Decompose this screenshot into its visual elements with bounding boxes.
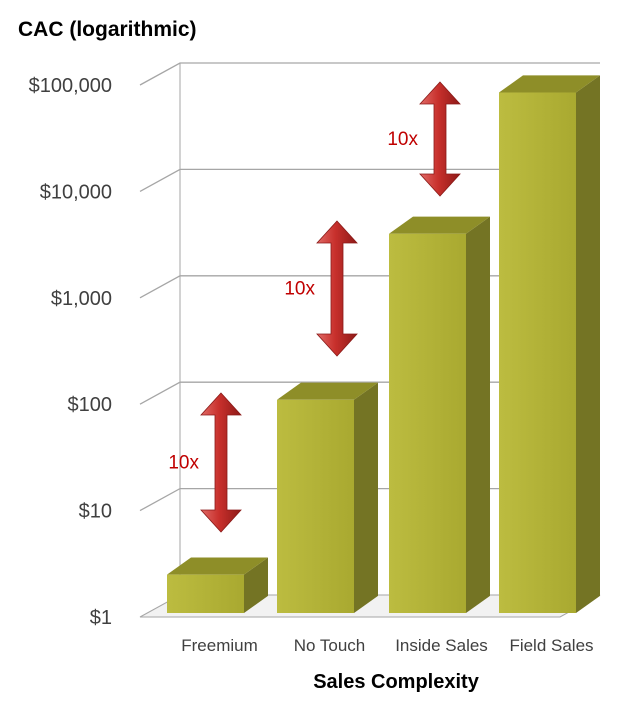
y-tick-label: $100,000 — [29, 75, 112, 97]
y-tick-label: $100 — [68, 394, 113, 416]
double-arrow — [316, 220, 358, 357]
bar-front — [499, 92, 576, 613]
bar-top — [389, 216, 490, 234]
gridline — [139, 168, 600, 192]
bar-top — [499, 75, 600, 93]
gridline — [139, 62, 600, 86]
y-tick-label: $1 — [90, 607, 112, 629]
double-arrow — [200, 392, 242, 533]
x-axis-categories: Freemium No Touch Inside Sales Field Sales — [181, 636, 593, 655]
bar-top — [167, 557, 268, 575]
double-arrow — [419, 81, 461, 197]
x-axis-label: Sales Complexity — [313, 671, 480, 693]
bar-front — [167, 574, 244, 613]
chart-title: CAC (logarithmic) — [18, 18, 197, 41]
bar — [167, 557, 268, 613]
y-axis-ticks: $1 $10 $100 $1,000 $10,000 $100,000 — [29, 75, 112, 629]
bar-side — [576, 75, 600, 613]
bar-side — [354, 382, 378, 613]
bar-top — [277, 382, 378, 400]
category-label: No Touch — [294, 636, 366, 655]
bar — [389, 216, 490, 613]
bar-side — [244, 557, 268, 613]
annotation-label: 10x — [284, 279, 315, 300]
annotation-label: 10x — [168, 453, 199, 474]
bar-front — [277, 399, 354, 613]
y-tick-label: $10,000 — [40, 181, 112, 203]
bar-front — [389, 233, 466, 613]
y-tick-label: $1,000 — [51, 288, 112, 310]
category-label: Freemium — [181, 636, 258, 655]
bar — [499, 75, 600, 613]
y-tick-label: $10 — [79, 501, 112, 523]
bars — [167, 75, 600, 613]
category-label: Field Sales — [509, 636, 593, 655]
bar — [277, 382, 378, 613]
annotation-arrows: 10x 10x 10x — [168, 81, 461, 533]
annotation-label: 10x — [387, 129, 418, 150]
category-label: Inside Sales — [395, 636, 488, 655]
bar-side — [466, 216, 490, 613]
